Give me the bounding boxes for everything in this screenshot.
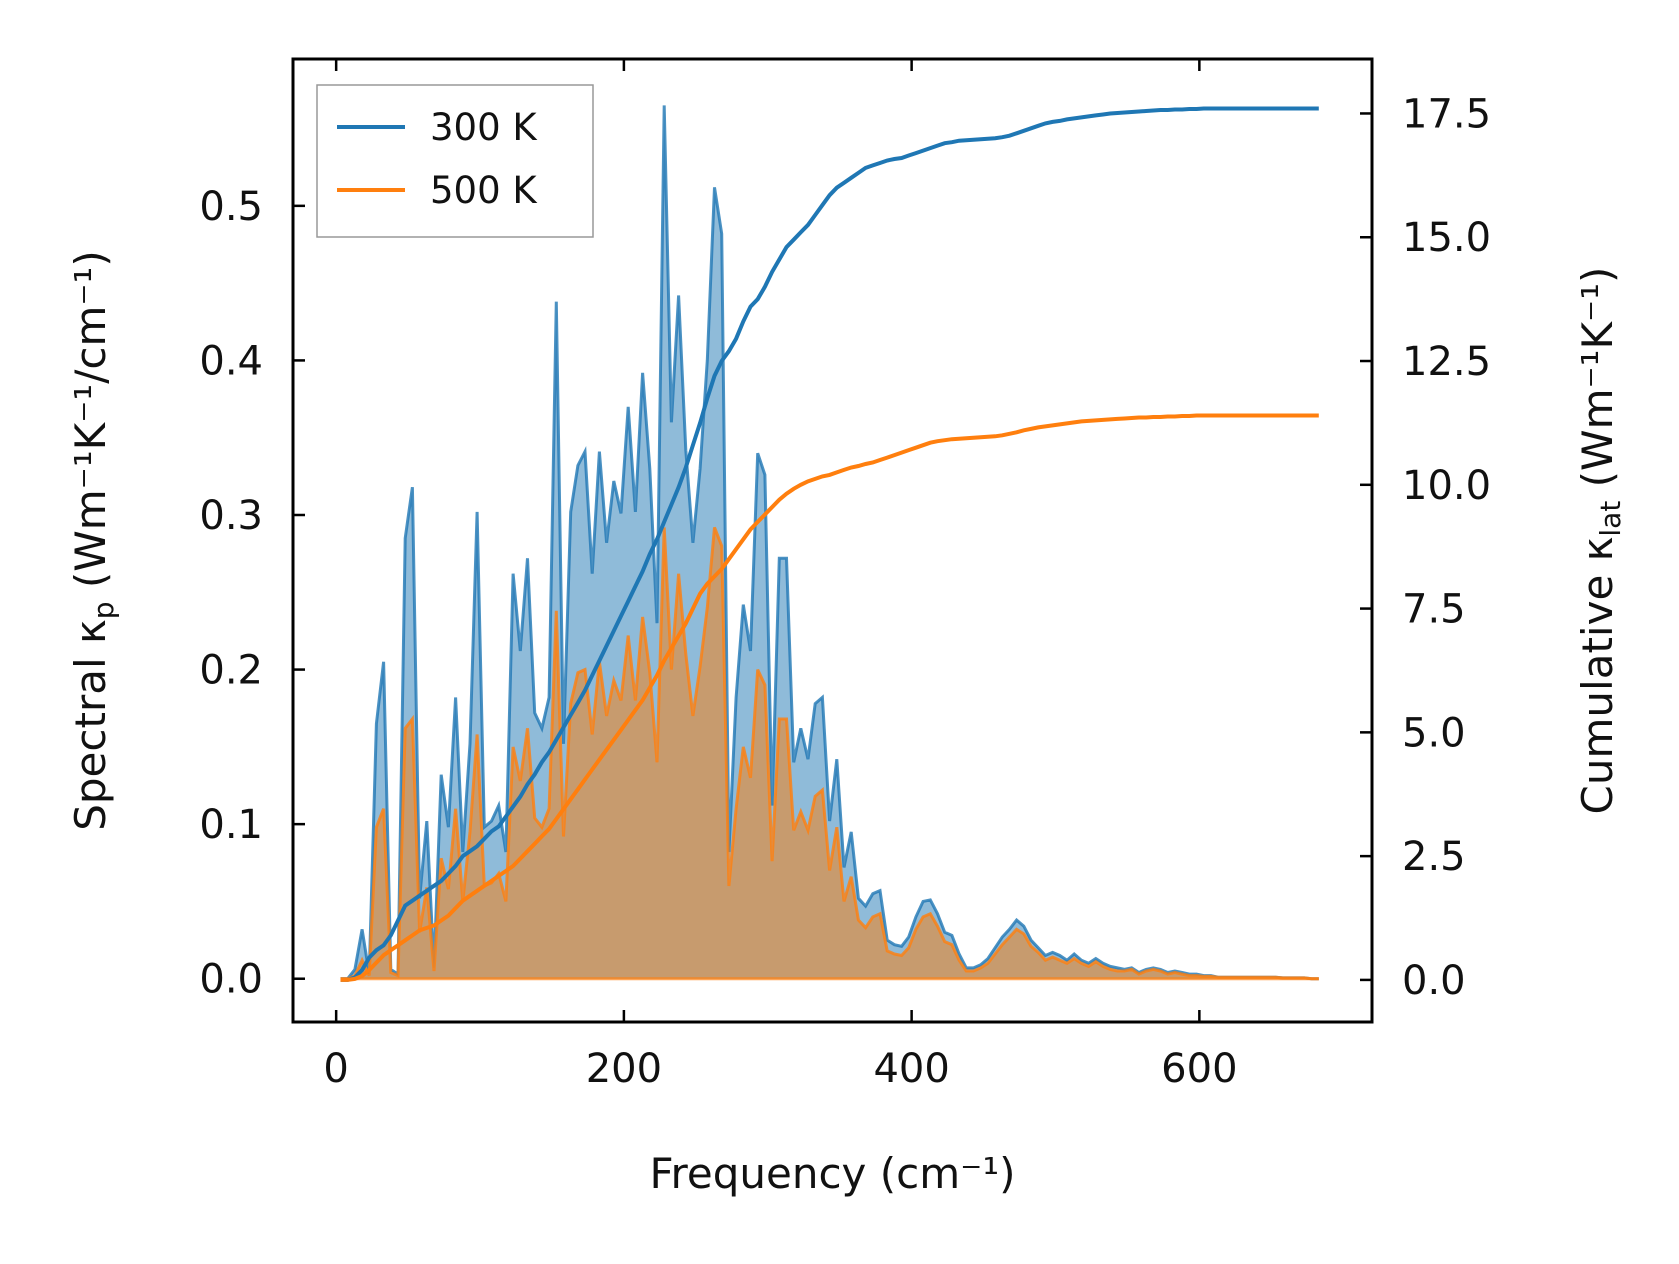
x-tick-label: 200	[586, 1046, 662, 1092]
left-y-axis-label-main: Spectral κ	[66, 619, 115, 831]
legend: 300 K 500 K	[316, 84, 594, 238]
cumulative-line-300k	[340, 106, 1319, 982]
spectral-area-500k	[340, 527, 1319, 979]
plot-area	[340, 105, 1319, 982]
legend-label-300k: 300 K	[430, 106, 538, 149]
left-y-tick-label: 0.0	[199, 957, 263, 1003]
x-tick-label: 400	[873, 1046, 949, 1092]
left-y-tick-label: 0.1	[199, 802, 263, 848]
axis-ticks	[293, 59, 1372, 1022]
left-y-tick-label: 0.3	[199, 493, 263, 539]
left-y-axis-label: Spectral κp (Wm⁻¹K⁻¹/cm⁻¹)	[66, 250, 120, 831]
right-y-axis-label-subscript: lat	[1594, 501, 1627, 537]
right-y-tick-label: 10.0	[1402, 463, 1491, 509]
left-y-axis-label-units: (Wm⁻¹K⁻¹/cm⁻¹)	[66, 250, 115, 601]
right-y-tick-label: 12.5	[1402, 339, 1491, 385]
right-y-axis-label-units: (Wm⁻¹K⁻¹)	[1573, 267, 1622, 501]
x-tick-label: 600	[1161, 1046, 1237, 1092]
right-y-tick-label: 0.0	[1402, 958, 1466, 1004]
right-y-axis-label-main: Cumulative κ	[1573, 537, 1622, 815]
x-axis-label: Frequency (cm⁻¹)	[649, 1149, 1015, 1198]
right-y-tick-label: 7.5	[1402, 587, 1466, 633]
right-y-axis-label: Cumulative κlat (Wm⁻¹K⁻¹)	[1573, 267, 1627, 815]
legend-label-500k: 500 K	[430, 169, 538, 212]
plot-frame	[291, 57, 1374, 1024]
axis-tick-labels: 0 200 400 600 0.0 0.1 0.2 0.3 0.4 0.5 0.0 2.5 5.0 7.5…	[199, 91, 1491, 1092]
spectral-line-500k	[340, 526, 1319, 981]
legend-box	[316, 84, 594, 238]
x-tick-label: 0	[323, 1046, 348, 1092]
left-y-tick-label: 0.4	[199, 338, 263, 384]
right-y-tick-label: 2.5	[1402, 834, 1466, 880]
right-y-tick-label: 15.0	[1402, 215, 1491, 261]
cumulative-line-500k	[340, 413, 1319, 982]
left-y-tick-label: 0.5	[199, 184, 263, 230]
right-y-tick-label: 17.5	[1402, 91, 1491, 137]
left-y-axis-label-subscript: p	[87, 602, 120, 620]
right-y-tick-label: 5.0	[1402, 710, 1466, 756]
left-y-tick-label: 0.2	[199, 648, 263, 694]
